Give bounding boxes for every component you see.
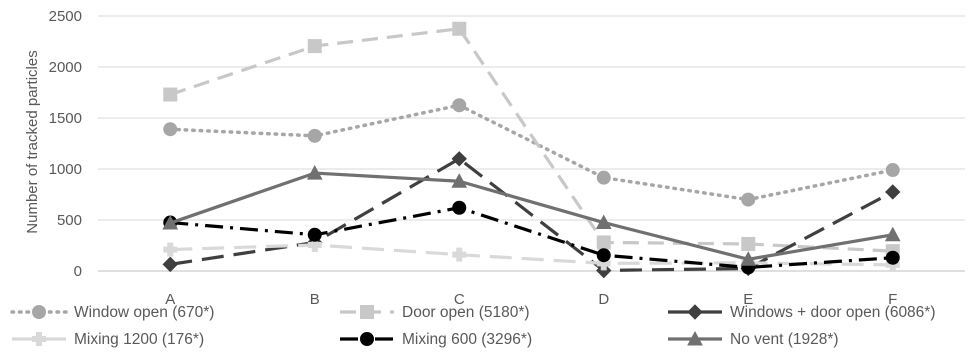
data-point [162, 256, 178, 273]
data-point [451, 151, 467, 167]
x-tick-label: B [310, 291, 320, 308]
series-1 [163, 98, 900, 207]
data-point [596, 248, 611, 263]
legend-item: Window open (670*) [10, 304, 214, 321]
data-point [307, 237, 322, 252]
legend-marker [360, 332, 374, 346]
legend-label: Window open (670*) [74, 304, 214, 321]
series-line [169, 171, 894, 261]
data-point [596, 235, 611, 250]
data-point [162, 215, 179, 230]
y-tick-label: 2000 [49, 59, 82, 76]
data-point [163, 122, 178, 137]
x-tick-label: A [165, 291, 175, 308]
legend-marker [32, 332, 46, 346]
legend-marker [360, 305, 374, 319]
series-5 [163, 200, 900, 275]
series-6 [162, 165, 901, 266]
data-point [596, 262, 612, 279]
data-point [885, 250, 900, 265]
series-2 [163, 21, 900, 259]
y-tick-label: 1500 [49, 110, 82, 127]
y-tick-label: 1000 [49, 161, 82, 178]
legend-item: Door open (5180*) [340, 304, 530, 321]
series-line [169, 27, 893, 253]
series-line [170, 243, 893, 267]
legend-item: No vent (1928*) [668, 330, 839, 348]
data-point [307, 39, 322, 54]
y-axis-label: Number of tracked particles [24, 50, 41, 233]
legend-label: Windows + door open (6086*) [730, 304, 936, 321]
data-point [163, 87, 178, 102]
legend-marker [32, 305, 46, 319]
data-point [452, 200, 467, 215]
series-4 [163, 237, 900, 272]
x-tick-label: F [888, 291, 897, 308]
data-point [452, 98, 467, 113]
legend-item: Mixing 1200 (176*) [12, 331, 204, 348]
data-point [885, 163, 900, 178]
data-point [740, 251, 757, 266]
x-tick-label: D [598, 291, 609, 308]
data-point [452, 21, 467, 36]
axes: 0 500 1000 1500 2000 2500 A B C D E F [49, 8, 965, 308]
series-lines [162, 21, 901, 279]
data-point [451, 173, 468, 188]
data-point [163, 242, 178, 257]
series-line [170, 157, 894, 273]
data-point [741, 236, 756, 251]
gridlines [98, 15, 965, 221]
x-tick-label: E [743, 291, 753, 308]
legend-label: Mixing 1200 (176*) [74, 331, 204, 348]
y-tick-label: 0 [74, 263, 82, 280]
data-point [884, 226, 901, 242]
legend-marker [687, 330, 703, 346]
legend-label: No vent (1928*) [730, 331, 839, 348]
data-point [741, 192, 756, 207]
legend-marker [687, 304, 703, 320]
data-point [885, 184, 901, 200]
legend-item: Windows + door open (6086*) [668, 304, 936, 321]
legend-label: Mixing 600 (3296*) [402, 331, 532, 348]
legend-item: Mixing 600 (3296*) [340, 331, 532, 348]
y-tick-label: 2500 [49, 8, 82, 25]
data-point [452, 247, 467, 262]
legend: Window open (670*) Door open (5180*) Windo… [10, 304, 936, 348]
series-line [170, 206, 893, 270]
data-point [307, 227, 322, 242]
legend-label: Door open (5180*) [402, 304, 530, 321]
x-tick-label: C [454, 291, 465, 308]
data-point [595, 214, 612, 230]
data-point [307, 128, 322, 143]
y-tick-label: 500 [57, 212, 82, 229]
series-line [168, 103, 895, 202]
data-point [596, 170, 611, 185]
data-point [306, 165, 323, 180]
